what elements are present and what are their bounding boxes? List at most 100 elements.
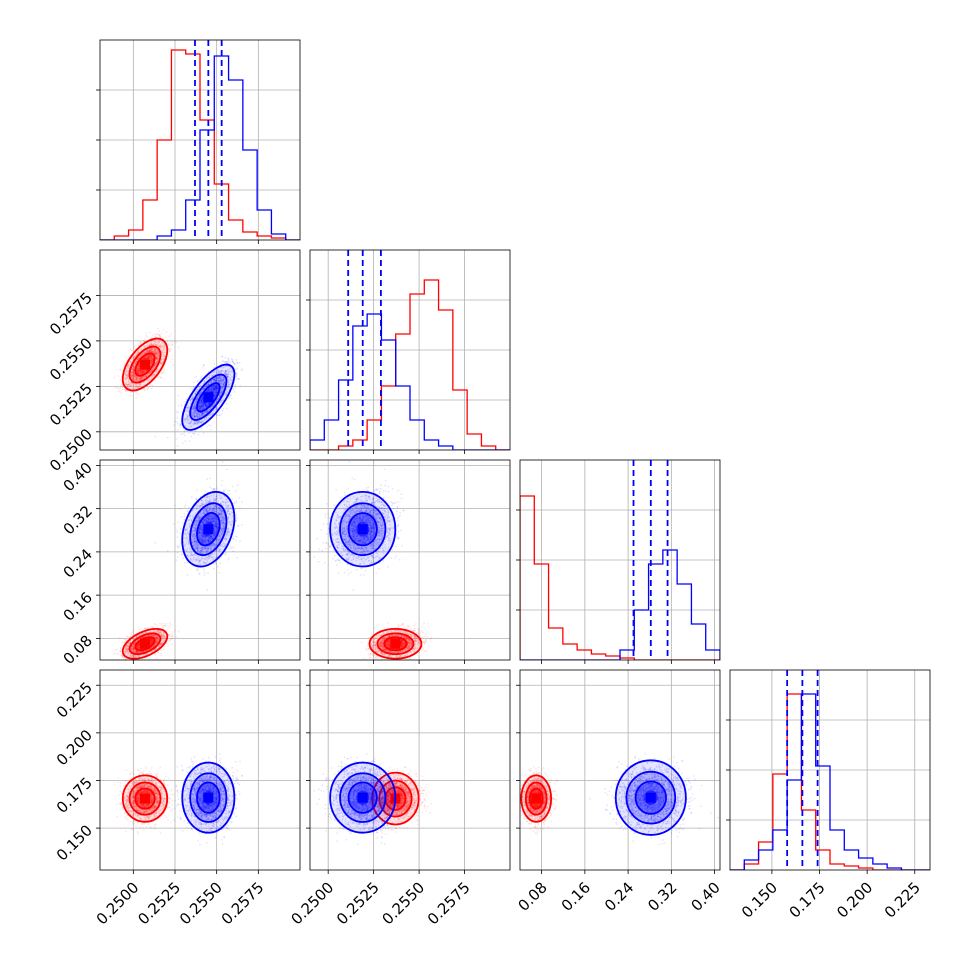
sample-point bbox=[139, 378, 142, 380]
sample-point bbox=[125, 378, 127, 380]
sample-point bbox=[115, 648, 117, 651]
sample-point bbox=[156, 357, 158, 360]
sample-point bbox=[123, 376, 126, 379]
sample-point bbox=[154, 351, 156, 354]
sample-point bbox=[146, 344, 149, 346]
sample-point bbox=[132, 371, 135, 374]
sample-point bbox=[160, 649, 162, 651]
sample-point bbox=[188, 432, 190, 435]
sample-point bbox=[152, 367, 155, 370]
sample-point bbox=[154, 353, 157, 355]
sample-point bbox=[158, 344, 160, 346]
sample-point bbox=[147, 357, 149, 360]
sample-point bbox=[136, 377, 138, 379]
sample-point bbox=[152, 367, 154, 369]
sample-point bbox=[202, 366, 204, 369]
sample-point bbox=[149, 336, 152, 339]
sample-point bbox=[154, 349, 156, 352]
sample-point bbox=[148, 356, 150, 359]
sample-point bbox=[162, 358, 165, 361]
sample-point bbox=[145, 376, 148, 378]
sample-point bbox=[150, 344, 152, 346]
sample-point bbox=[156, 354, 159, 357]
sample-point bbox=[135, 377, 137, 379]
sample-point bbox=[153, 374, 155, 376]
sample-point bbox=[150, 357, 153, 360]
sample-point bbox=[192, 385, 195, 388]
y-tick-label: 0.2525 bbox=[46, 380, 96, 430]
sample-point bbox=[125, 370, 128, 372]
sample-point bbox=[136, 379, 138, 381]
sample-point bbox=[221, 412, 223, 415]
sample-point bbox=[150, 349, 153, 352]
sample-point bbox=[235, 359, 238, 361]
sample-point bbox=[141, 352, 144, 355]
sample-point bbox=[155, 348, 157, 350]
sample-point bbox=[144, 358, 147, 360]
sample-point bbox=[147, 356, 150, 358]
sample-point bbox=[162, 346, 164, 348]
sample-point bbox=[134, 361, 137, 364]
sample-point bbox=[141, 371, 144, 374]
sample-point bbox=[142, 371, 144, 374]
sample-point bbox=[156, 357, 158, 359]
sample-point bbox=[141, 372, 143, 375]
sample-point bbox=[155, 362, 157, 365]
sample-point bbox=[136, 367, 139, 369]
sample-point bbox=[180, 405, 183, 407]
sample-point bbox=[130, 394, 132, 397]
sample-point bbox=[135, 360, 138, 363]
sample-point bbox=[145, 369, 147, 372]
sample-point bbox=[215, 414, 218, 416]
histogram-panel-1 bbox=[306, 249, 511, 454]
sample-point bbox=[213, 366, 215, 369]
sample-point bbox=[146, 355, 148, 357]
sample-point bbox=[136, 372, 139, 374]
sample-point bbox=[156, 352, 159, 355]
sample-point bbox=[149, 349, 151, 352]
sample-point bbox=[160, 364, 163, 366]
sample-point bbox=[155, 353, 158, 355]
sample-point bbox=[165, 622, 168, 625]
sample-point bbox=[161, 362, 164, 365]
sample-point bbox=[151, 359, 153, 362]
sample-point bbox=[125, 372, 128, 374]
sample-point bbox=[148, 372, 151, 375]
sample-point bbox=[138, 377, 140, 380]
sample-point bbox=[137, 349, 140, 352]
sample-point bbox=[138, 376, 141, 379]
sample-point bbox=[162, 361, 164, 364]
sample-point bbox=[156, 358, 159, 361]
sample-point bbox=[150, 360, 153, 362]
sample-point bbox=[155, 362, 157, 365]
sample-point bbox=[237, 378, 239, 380]
sample-point bbox=[134, 387, 137, 389]
sample-point bbox=[137, 383, 140, 386]
sample-point bbox=[157, 350, 159, 353]
sample-point bbox=[131, 377, 134, 379]
sample-point bbox=[126, 376, 128, 379]
sample-point bbox=[154, 335, 156, 338]
sample-point bbox=[235, 377, 237, 380]
sample-point bbox=[140, 377, 142, 379]
sample-point bbox=[150, 376, 153, 378]
histogram-step bbox=[100, 55, 300, 240]
sample-point bbox=[150, 370, 153, 373]
sample-point bbox=[153, 365, 156, 367]
sample-point bbox=[127, 367, 129, 369]
sample-point bbox=[145, 357, 148, 360]
sample-point bbox=[180, 433, 182, 436]
sample-point bbox=[139, 377, 141, 380]
sample-point bbox=[151, 340, 153, 343]
sample-point bbox=[193, 381, 195, 384]
sample-point bbox=[145, 345, 148, 347]
sample-point bbox=[163, 345, 165, 348]
sample-point bbox=[154, 352, 156, 354]
sample-point bbox=[150, 360, 153, 362]
sample-point bbox=[151, 358, 153, 360]
sample-point bbox=[171, 344, 174, 346]
sample-point bbox=[159, 346, 162, 349]
sample-point bbox=[145, 357, 148, 359]
sample-point bbox=[151, 355, 153, 357]
